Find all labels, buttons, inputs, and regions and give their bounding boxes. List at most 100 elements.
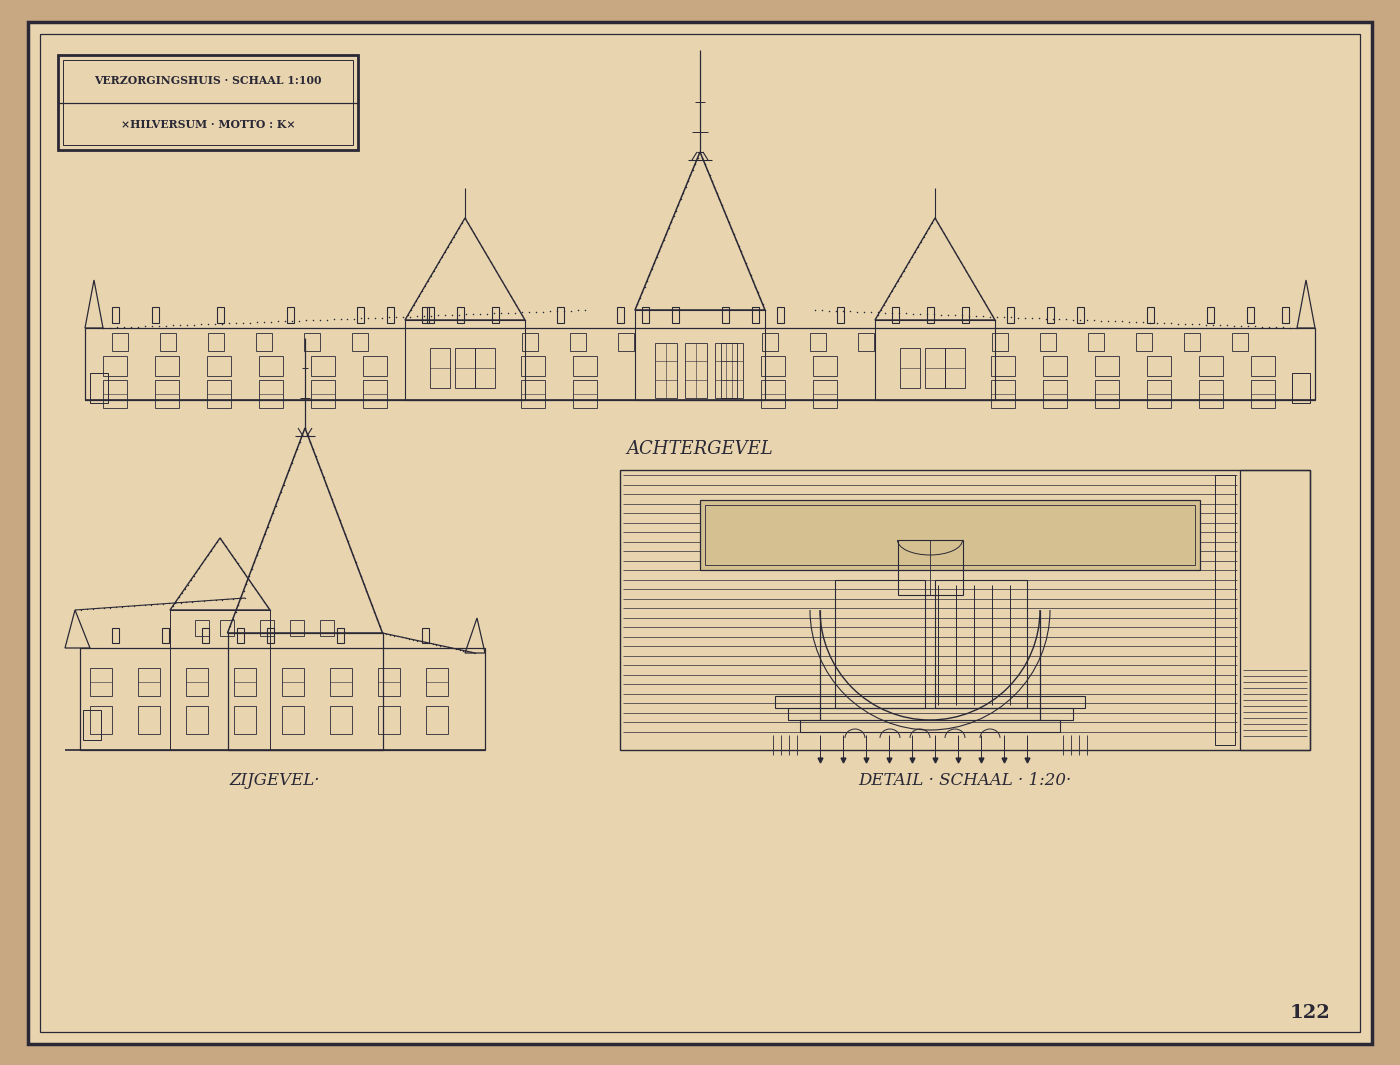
Bar	[405, 320, 525, 400]
Bar	[83, 710, 101, 740]
Bar	[90, 706, 112, 734]
Bar	[1246, 307, 1253, 323]
Bar	[858, 333, 874, 351]
Bar	[234, 706, 256, 734]
Bar	[1232, 333, 1247, 351]
Bar	[227, 633, 382, 750]
Bar	[321, 620, 335, 636]
Bar	[636, 310, 764, 400]
Bar	[266, 628, 273, 643]
Bar	[112, 307, 119, 323]
Bar	[925, 348, 945, 388]
Bar	[209, 333, 224, 351]
Bar	[207, 380, 231, 408]
Bar	[813, 356, 837, 376]
Bar	[186, 668, 209, 697]
Bar	[363, 356, 386, 376]
Bar	[1281, 307, 1288, 323]
Bar	[363, 380, 386, 408]
Bar	[256, 333, 272, 351]
Bar	[1252, 380, 1275, 408]
Text: 122: 122	[1289, 1004, 1330, 1022]
Bar	[892, 307, 899, 323]
Bar	[112, 628, 119, 643]
Text: ZIJGEVEL·: ZIJGEVEL·	[230, 772, 321, 789]
Bar	[456, 307, 463, 323]
Bar	[700, 499, 1200, 570]
Bar	[721, 307, 728, 323]
Bar	[139, 668, 160, 697]
Bar	[522, 333, 538, 351]
Bar	[1198, 356, 1224, 376]
Bar	[620, 470, 1310, 750]
Bar	[311, 356, 335, 376]
Bar	[491, 307, 498, 323]
Bar	[1088, 333, 1105, 351]
Bar	[426, 668, 448, 697]
Text: ×HILVERSUM · MOTTO : K×: ×HILVERSUM · MOTTO : K×	[120, 119, 295, 130]
Bar	[160, 333, 176, 351]
Text: VERZORGINGSHUIS · SCHAAL 1:100: VERZORGINGSHUIS · SCHAAL 1:100	[94, 76, 322, 86]
Bar	[1215, 475, 1235, 746]
Bar	[80, 648, 484, 750]
Bar	[715, 343, 736, 398]
Bar	[777, 307, 784, 323]
Text: DETAIL · SCHAAL · 1:20·: DETAIL · SCHAAL · 1:20·	[858, 772, 1071, 789]
Bar	[281, 706, 304, 734]
Bar	[260, 620, 274, 636]
Bar	[521, 356, 545, 376]
Bar	[991, 380, 1015, 408]
Bar	[570, 333, 587, 351]
Bar	[85, 328, 1315, 400]
Bar	[935, 580, 1028, 708]
Bar	[237, 628, 244, 643]
Bar	[1184, 333, 1200, 351]
Bar	[220, 620, 234, 636]
Bar	[685, 343, 707, 398]
Bar	[290, 620, 304, 636]
Bar	[217, 307, 224, 323]
Bar	[351, 333, 368, 351]
Bar	[426, 706, 448, 734]
Bar	[1007, 307, 1014, 323]
Bar	[186, 706, 209, 734]
Bar	[427, 307, 434, 323]
Bar	[1252, 356, 1275, 376]
Bar	[304, 333, 321, 351]
Bar	[1095, 356, 1119, 376]
Bar	[776, 697, 1085, 708]
Bar	[104, 380, 127, 408]
Bar	[875, 320, 995, 400]
Bar	[281, 668, 304, 697]
Bar	[259, 356, 283, 376]
Bar	[207, 356, 231, 376]
Bar	[1147, 356, 1170, 376]
Bar	[993, 333, 1008, 351]
Bar	[202, 628, 209, 643]
Text: ACHTERGEVEL: ACHTERGEVEL	[627, 440, 773, 458]
Bar	[1147, 307, 1154, 323]
Bar	[1040, 333, 1056, 351]
Bar	[1043, 356, 1067, 376]
Bar	[1047, 307, 1053, 323]
Bar	[837, 307, 843, 323]
Bar	[616, 307, 623, 323]
Bar	[900, 348, 920, 388]
Bar	[813, 380, 837, 408]
Bar	[573, 380, 596, 408]
Bar	[799, 720, 1060, 732]
Bar	[1043, 380, 1067, 408]
Bar	[557, 307, 563, 323]
Bar	[927, 307, 934, 323]
Bar	[721, 343, 743, 398]
Bar	[112, 333, 127, 351]
Bar	[1292, 373, 1310, 403]
Bar	[1095, 380, 1119, 408]
Bar	[330, 668, 351, 697]
Bar	[386, 307, 393, 323]
Bar	[104, 356, 127, 376]
Bar	[139, 706, 160, 734]
Bar	[330, 706, 351, 734]
Bar	[151, 307, 158, 323]
Bar	[1077, 307, 1084, 323]
